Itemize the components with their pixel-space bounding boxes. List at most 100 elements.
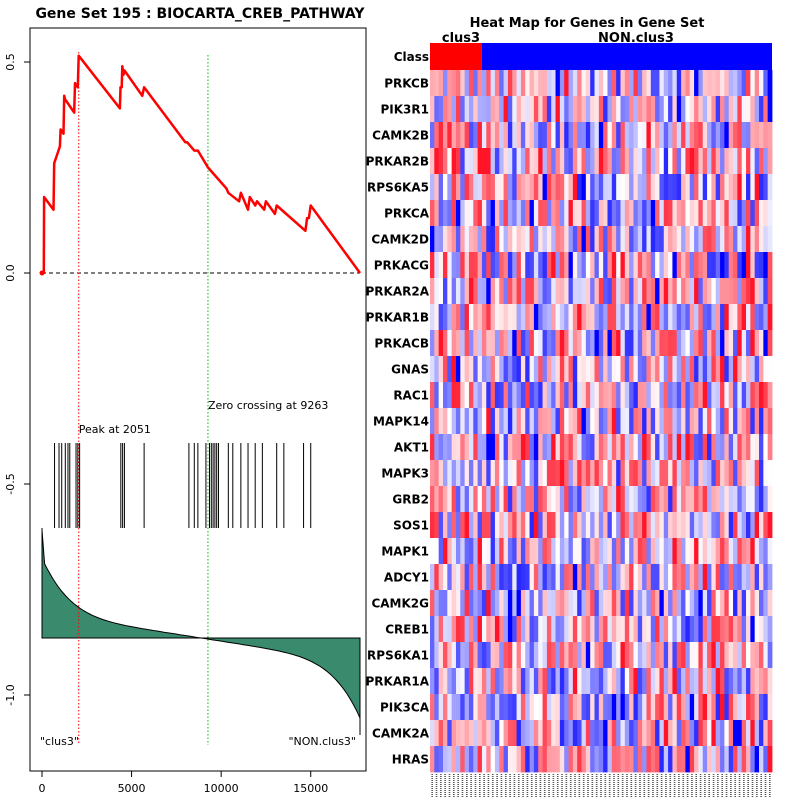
heatmap-cell bbox=[542, 122, 548, 149]
heatmap-cell bbox=[672, 356, 678, 383]
heatmap-cell bbox=[668, 564, 673, 591]
heatmap-cell bbox=[733, 200, 738, 227]
heatmap-cell bbox=[477, 356, 483, 383]
heatmap-cell bbox=[767, 330, 773, 357]
heatmap-cell bbox=[646, 642, 652, 669]
heatmap-cell bbox=[585, 668, 591, 695]
heatmap-cell bbox=[728, 668, 734, 695]
heatmap-cell bbox=[442, 512, 448, 539]
heatmap-cell bbox=[477, 122, 483, 149]
heatmap-cell bbox=[655, 356, 660, 383]
heatmap-cell bbox=[650, 720, 656, 747]
heatmap-cell bbox=[711, 122, 717, 149]
heatmap-cell bbox=[754, 668, 760, 695]
heatmap-cell bbox=[655, 434, 660, 461]
heatmap-cell bbox=[720, 174, 725, 201]
heatmap-cell bbox=[581, 278, 587, 305]
heatmap-cell bbox=[490, 538, 496, 565]
heatmap-cell bbox=[750, 200, 756, 227]
heatmap-cell bbox=[494, 720, 500, 747]
heatmap-cell bbox=[659, 434, 665, 461]
heatmap-cell bbox=[525, 668, 530, 695]
class-bar-segment bbox=[481, 43, 772, 70]
gene-label: PRKACB bbox=[374, 337, 429, 351]
heatmap-cell bbox=[668, 122, 673, 149]
heatmap-cell bbox=[611, 538, 617, 565]
heatmap-cell bbox=[538, 174, 543, 201]
heatmap-cell bbox=[624, 538, 630, 565]
heatmap-cell bbox=[572, 304, 578, 331]
heatmap-cell bbox=[616, 616, 621, 643]
heatmap-cell bbox=[581, 382, 587, 409]
heatmap-cell bbox=[650, 148, 656, 175]
heatmap-cell bbox=[702, 278, 708, 305]
heatmap-cell bbox=[464, 148, 470, 175]
heatmap-cell bbox=[473, 694, 479, 721]
heatmap-cell bbox=[477, 148, 483, 175]
heatmap-cell bbox=[555, 668, 561, 695]
heatmap-cell bbox=[538, 694, 543, 721]
heatmap-cell bbox=[538, 382, 543, 409]
heatmap-cell bbox=[711, 486, 717, 513]
heatmap-cell bbox=[737, 720, 743, 747]
heatmap-cell bbox=[546, 694, 552, 721]
heatmap-cell bbox=[430, 200, 435, 227]
heatmap-cell bbox=[490, 590, 496, 617]
heatmap-cell bbox=[629, 434, 634, 461]
heatmap-cell bbox=[689, 460, 695, 487]
gene-label: CAMK2B bbox=[372, 129, 429, 143]
heatmap-cell bbox=[620, 200, 626, 227]
heatmap-cell bbox=[607, 330, 613, 357]
heatmap-cell bbox=[477, 564, 483, 591]
heatmap-cell bbox=[707, 122, 712, 149]
heatmap-cell bbox=[564, 226, 569, 253]
heatmap-cell bbox=[702, 720, 708, 747]
heatmap-cell bbox=[659, 330, 665, 357]
heatmap-cell bbox=[438, 512, 444, 539]
heatmap-cell bbox=[477, 668, 483, 695]
y-tick-label: 0.5 bbox=[4, 53, 17, 71]
heatmap-cell bbox=[598, 486, 604, 513]
heatmap-cell bbox=[490, 486, 496, 513]
heatmap-cell bbox=[746, 460, 751, 487]
heatmap-cell bbox=[494, 148, 500, 175]
heatmap-cell bbox=[468, 538, 474, 565]
heatmap-cell bbox=[754, 122, 760, 149]
heatmap-cell bbox=[512, 512, 517, 539]
heatmap-cell bbox=[464, 408, 470, 435]
heatmap-cell bbox=[460, 564, 466, 591]
heatmap-cell bbox=[434, 668, 440, 695]
heatmap-cell bbox=[507, 330, 513, 357]
heatmap-cell bbox=[499, 200, 504, 227]
heatmap-cell bbox=[607, 96, 613, 123]
heatmap-cell bbox=[533, 486, 539, 513]
heatmap-cell bbox=[659, 278, 665, 305]
heatmap-cell bbox=[672, 538, 678, 565]
heatmap-cell bbox=[620, 720, 626, 747]
heatmap-cell bbox=[525, 252, 530, 279]
heatmap-cell bbox=[529, 174, 535, 201]
heatmap-cell bbox=[642, 434, 647, 461]
heatmap-cell bbox=[551, 382, 556, 409]
heatmap-cell bbox=[490, 356, 496, 383]
heatmap-cell bbox=[698, 278, 704, 305]
heatmap-cell bbox=[698, 356, 704, 383]
heatmap-cell bbox=[689, 330, 695, 357]
heatmap-cell bbox=[728, 174, 734, 201]
heatmap-cell bbox=[590, 278, 595, 305]
heatmap-cell bbox=[720, 616, 725, 643]
heatmap-cell bbox=[486, 538, 492, 565]
heatmap-cell bbox=[676, 460, 682, 487]
heatmap-cell bbox=[650, 226, 656, 253]
heatmap-cell bbox=[629, 200, 634, 227]
heatmap-cell bbox=[503, 226, 509, 253]
heatmap-cell bbox=[542, 564, 548, 591]
heatmap-cell bbox=[616, 278, 621, 305]
heatmap-cell bbox=[624, 434, 630, 461]
heatmap-cell bbox=[637, 746, 643, 773]
gene-label: PIK3R1 bbox=[381, 103, 430, 117]
heatmap-cell bbox=[434, 96, 440, 123]
heatmap-cell bbox=[516, 330, 522, 357]
heatmap-cell bbox=[707, 148, 712, 175]
heatmap-cell bbox=[473, 226, 479, 253]
